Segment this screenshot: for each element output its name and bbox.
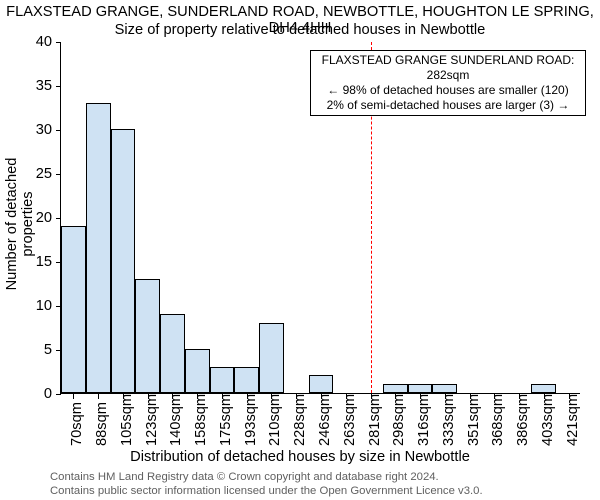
attribution-line-2: Contains public sector information licen…: [50, 484, 483, 498]
y-tick-label: 40: [22, 34, 52, 50]
histogram-bar: [86, 103, 111, 393]
y-tick-label: 5: [22, 342, 52, 358]
x-tick-label: 246sqm: [317, 394, 333, 446]
y-tick-label: 10: [22, 298, 52, 314]
x-tick-mark: [73, 394, 74, 399]
histogram-bar: [61, 226, 86, 393]
chart-subtitle: Size of property relative to detached ho…: [0, 22, 600, 38]
x-tick-label: 210sqm: [267, 394, 283, 446]
y-tick-label: 15: [22, 254, 52, 270]
annotation-line: ← 98% of detached houses are smaller (12…: [317, 83, 579, 98]
x-tick-label: 351sqm: [466, 394, 482, 446]
x-tick-label: 193sqm: [243, 394, 259, 446]
y-tick-label: 20: [22, 210, 52, 226]
x-tick-label: 70sqm: [69, 402, 85, 446]
y-tick-mark: [56, 174, 61, 175]
x-tick-label: 263sqm: [342, 394, 358, 446]
x-tick-mark: [98, 394, 99, 399]
histogram-bar: [210, 367, 235, 393]
y-tick-mark: [56, 394, 61, 395]
histogram-bar: [234, 367, 259, 393]
annotation-box: FLAXSTEAD GRANGE SUNDERLAND ROAD: 282sqm…: [310, 50, 586, 116]
x-axis-label: Distribution of detached houses by size …: [0, 449, 600, 465]
x-tick-label: 123sqm: [144, 394, 160, 446]
histogram-bar: [160, 314, 185, 393]
y-tick-mark: [56, 42, 61, 43]
x-tick-label: 333sqm: [441, 394, 457, 446]
histogram-bar: [408, 384, 433, 393]
y-tick-label: 0: [22, 386, 52, 402]
x-tick-label: 316sqm: [416, 394, 432, 446]
histogram-bar: [531, 384, 556, 393]
y-tick-label: 25: [22, 166, 52, 182]
attribution-line-1: Contains HM Land Registry data © Crown c…: [50, 470, 483, 484]
x-tick-label: 368sqm: [490, 394, 506, 446]
annotation-line: FLAXSTEAD GRANGE SUNDERLAND ROAD: 282sqm: [317, 53, 579, 83]
x-tick-label: 421sqm: [565, 394, 581, 446]
histogram-bar: [383, 384, 408, 393]
histogram-bar: [185, 349, 210, 393]
histogram-bar: [259, 323, 284, 393]
x-tick-label: 175sqm: [218, 394, 234, 446]
x-tick-label: 298sqm: [391, 394, 407, 446]
y-tick-mark: [56, 86, 61, 87]
chart-container: FLAXSTEAD GRANGE, SUNDERLAND ROAD, NEWBO…: [0, 0, 600, 500]
histogram-bar: [135, 279, 160, 393]
y-tick-label: 30: [22, 122, 52, 138]
histogram-bar: [309, 375, 334, 393]
histogram-bar: [432, 384, 457, 393]
y-tick-label: 35: [22, 78, 52, 94]
x-tick-label: 386sqm: [515, 394, 531, 446]
x-tick-label: 403sqm: [540, 394, 556, 446]
x-tick-label: 281sqm: [367, 394, 383, 446]
x-tick-label: 228sqm: [292, 394, 308, 446]
x-tick-label: 105sqm: [119, 394, 135, 446]
attribution: Contains HM Land Registry data © Crown c…: [50, 470, 483, 498]
y-tick-mark: [56, 130, 61, 131]
x-tick-label: 140sqm: [168, 394, 184, 446]
y-tick-mark: [56, 218, 61, 219]
x-tick-label: 158sqm: [193, 394, 209, 446]
annotation-line: 2% of semi-detached houses are larger (3…: [317, 98, 579, 113]
histogram-bar: [111, 129, 136, 393]
x-tick-label: 88sqm: [94, 402, 110, 446]
